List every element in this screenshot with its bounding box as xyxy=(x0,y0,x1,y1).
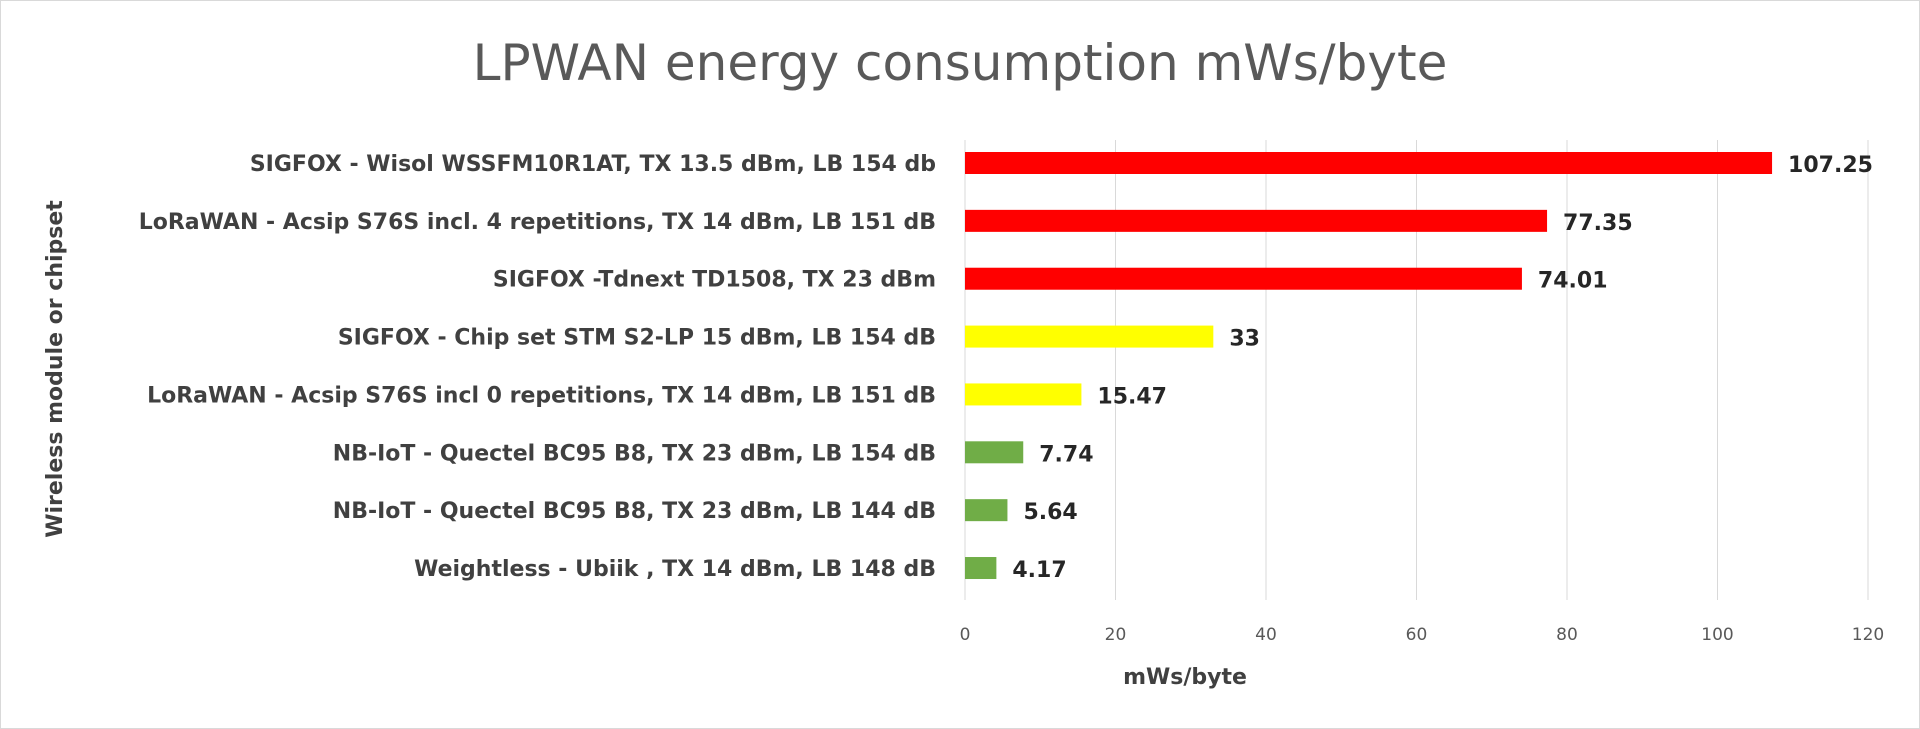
x-tick-label: 80 xyxy=(1556,625,1578,645)
value-labels: 107.25 77.35 74.01 33 15.47 7.74 5.64 4.17 xyxy=(1012,153,1873,583)
bar xyxy=(965,383,1082,406)
x-tick-label: 40 xyxy=(1255,625,1277,645)
category-label: Weightless - Ubiik , TX 14 dBm, LB 148 d… xyxy=(414,557,936,582)
data-label: 7.74 xyxy=(1039,442,1093,467)
data-label: 4.17 xyxy=(1012,558,1066,583)
category-label: NB-IoT - Quectel BC95 B8, TX 23 dBm, LB … xyxy=(333,441,936,466)
data-label: 74.01 xyxy=(1538,269,1608,294)
x-tick-label: 0 xyxy=(960,625,971,645)
x-axis-title: mWs/byte xyxy=(1123,665,1247,690)
category-label: NB-IoT - Quectel BC95 B8, TX 23 dBm, LB … xyxy=(333,499,936,524)
chart-title: LPWAN energy consumption mWs/byte xyxy=(473,34,1448,92)
category-label: LoRaWAN - Acsip S76S incl. 4 repetitions… xyxy=(139,210,936,235)
data-label: 77.35 xyxy=(1563,211,1633,236)
gridlines xyxy=(964,140,1869,600)
data-label: 107.25 xyxy=(1788,153,1873,178)
bar xyxy=(965,267,1522,290)
bar xyxy=(965,499,1008,522)
category-label: LoRaWAN - Acsip S76S incl 0 repetitions,… xyxy=(147,383,936,408)
x-tick-label: 20 xyxy=(1105,625,1127,645)
bars xyxy=(965,152,1773,580)
category-label: SIGFOX - Wisol WSSFM10R1AT, TX 13.5 dBm,… xyxy=(250,152,936,177)
data-label: 5.64 xyxy=(1023,500,1077,525)
category-label: SIGFOX -Tdnext TD1508, TX 23 dBm xyxy=(493,268,936,293)
data-label: 15.47 xyxy=(1097,384,1167,409)
x-tick-label: 120 xyxy=(1852,625,1884,645)
x-tick-label: 60 xyxy=(1406,625,1428,645)
data-label: 33 xyxy=(1229,327,1260,352)
x-tick-label: 100 xyxy=(1701,625,1733,645)
y-axis-title: Wireless module or chipset xyxy=(43,200,68,538)
category-labels: SIGFOX - Wisol WSSFM10R1AT, TX 13.5 dBm,… xyxy=(139,152,936,582)
category-label: SIGFOX - Chip set STM S2-LP 15 dBm, LB 1… xyxy=(338,326,936,351)
bar xyxy=(965,152,1773,174)
bar xyxy=(965,325,1214,348)
x-axis-ticks: 0 20 40 60 80 100 120 xyxy=(960,625,1885,645)
bar xyxy=(965,557,997,580)
bar xyxy=(965,209,1548,232)
bar xyxy=(965,441,1024,464)
